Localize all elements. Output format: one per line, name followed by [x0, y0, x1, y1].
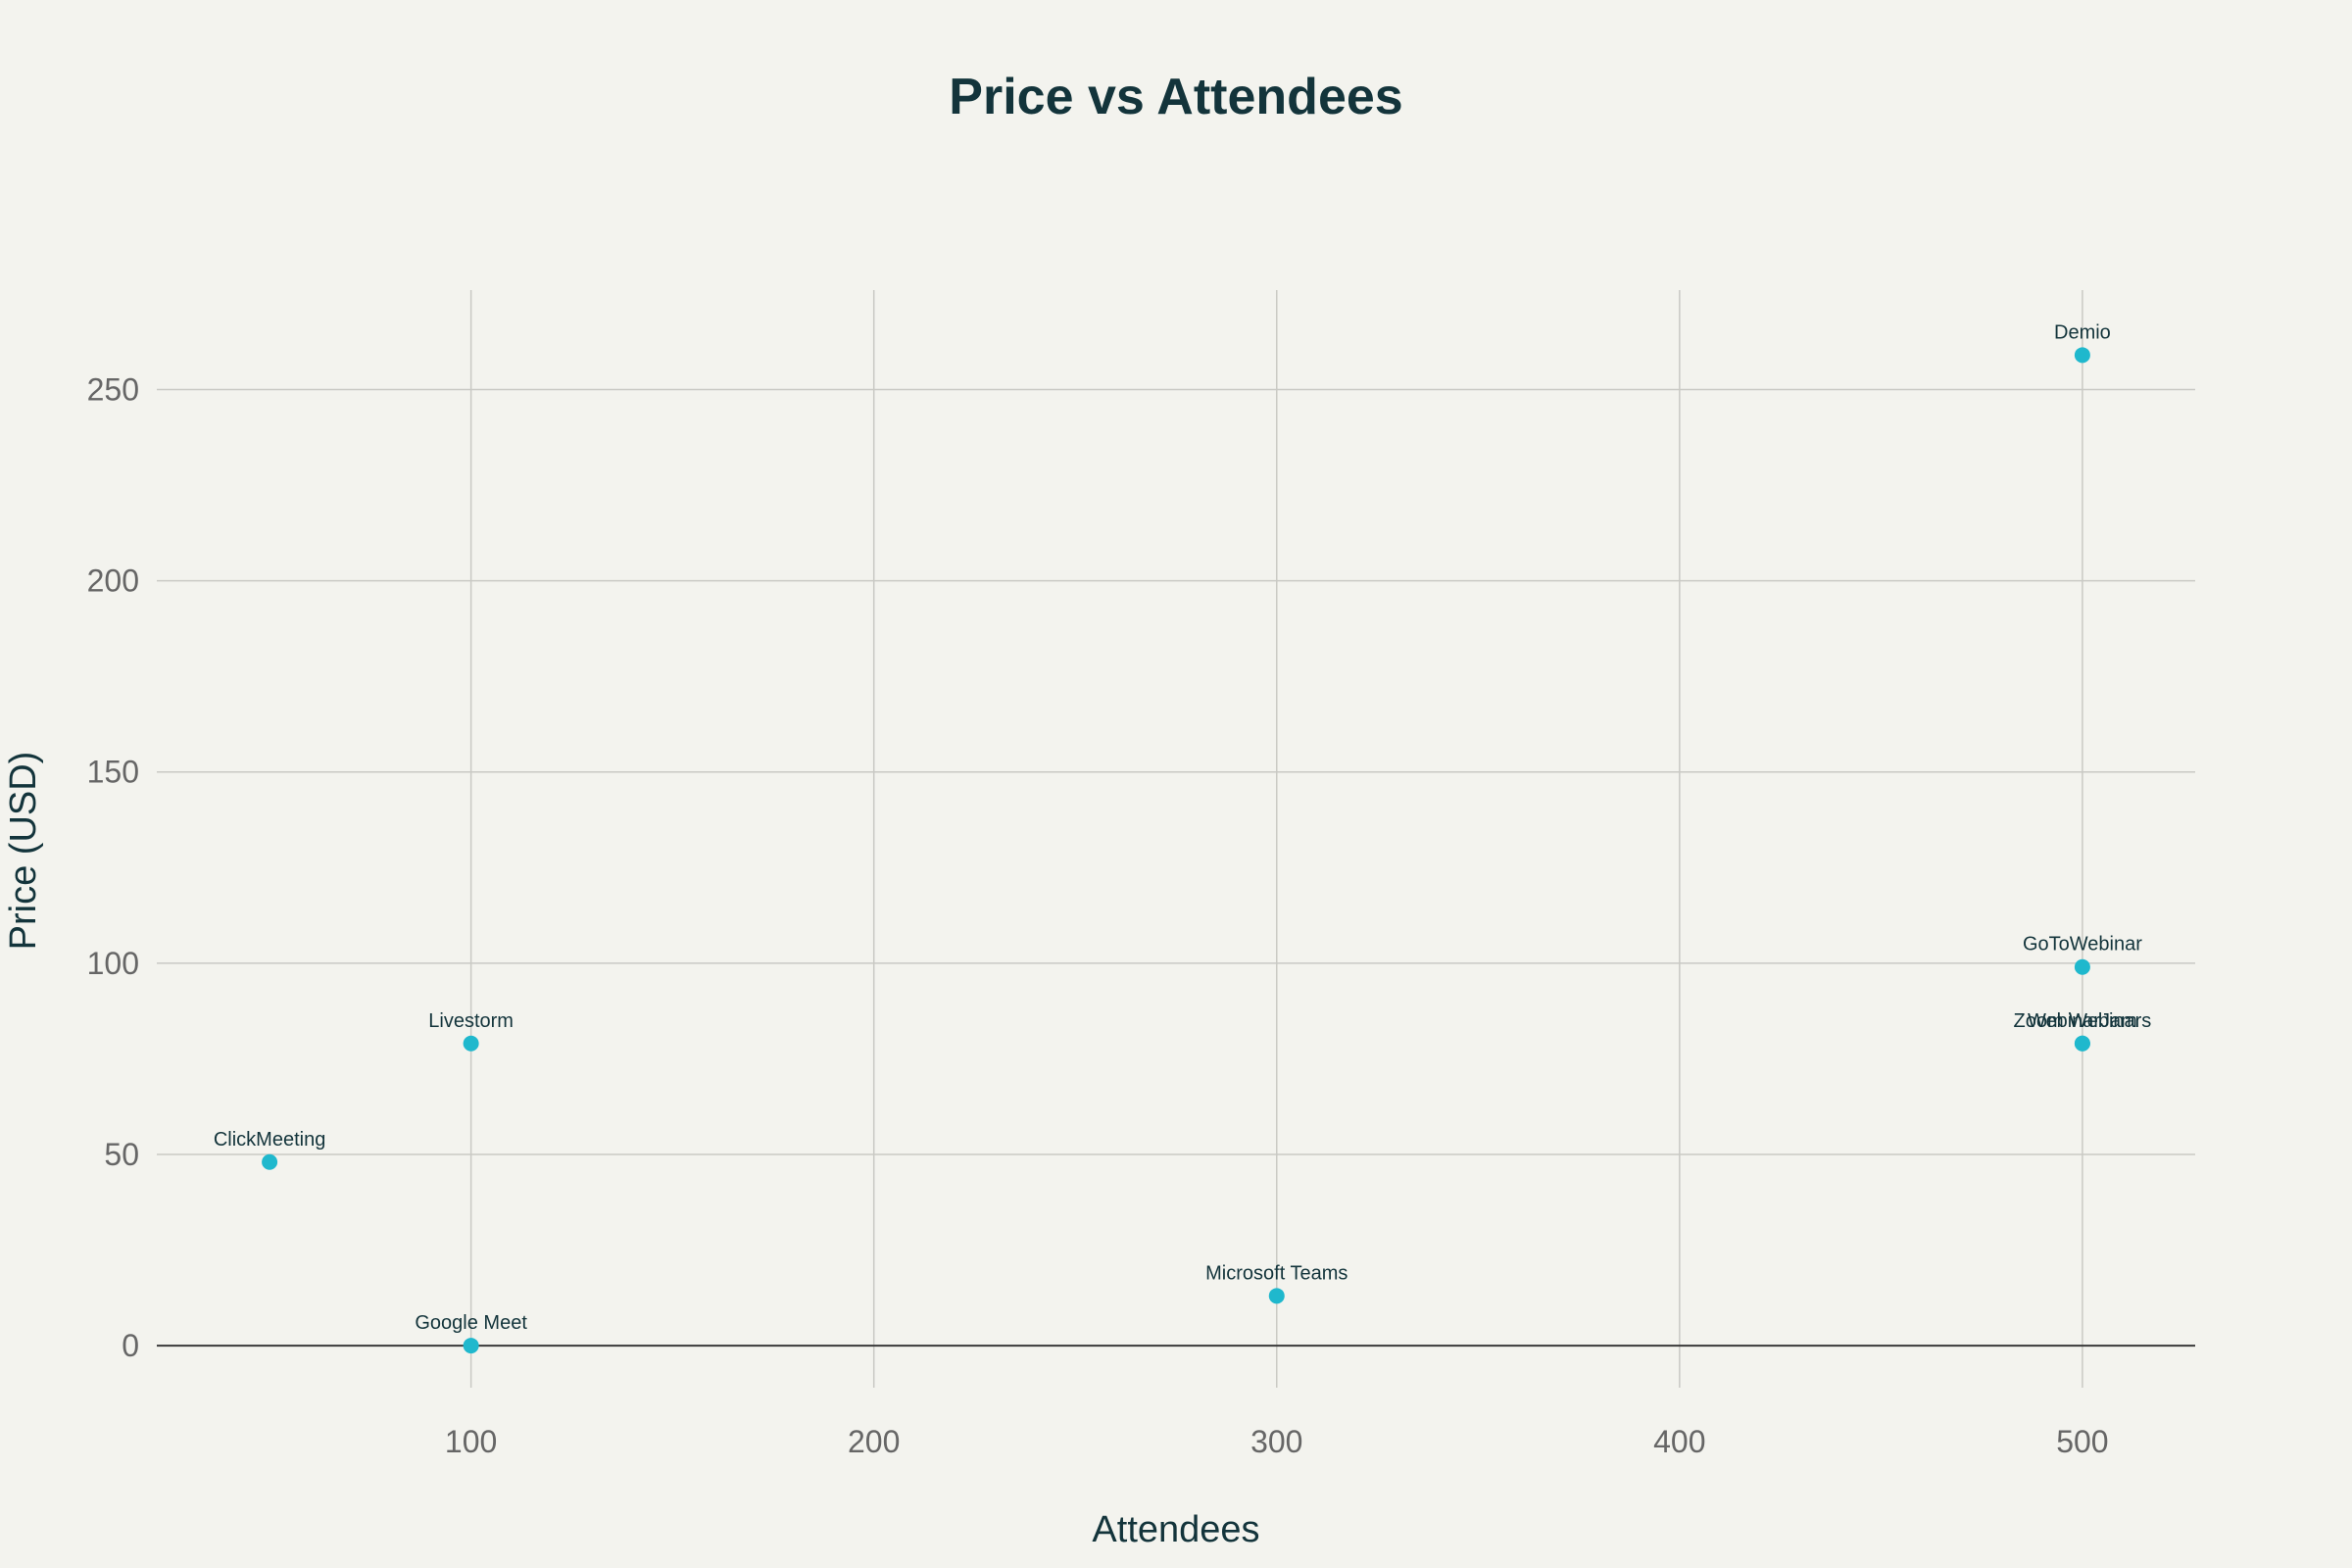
y-tick-label: 250 — [87, 371, 139, 407]
grid-layer — [157, 290, 2195, 1388]
data-label: ClickMeeting — [214, 1129, 325, 1151]
y-tick-label: 200 — [87, 564, 139, 599]
data-label: Demio — [2054, 321, 2111, 343]
data-label: WebinarJam — [2028, 1010, 2137, 1032]
chart-title: Price vs Attendees — [949, 69, 1402, 125]
y-tick-label: 50 — [104, 1137, 139, 1172]
data-point — [463, 1035, 479, 1052]
data-label: Google Meet — [415, 1312, 527, 1334]
data-label: Livestorm — [428, 1010, 514, 1032]
data-point — [262, 1153, 278, 1170]
y-tick-label: 0 — [122, 1328, 139, 1363]
x-axis-title: Attendees — [1092, 1509, 1259, 1550]
y-tick-label: 150 — [87, 755, 139, 790]
data-point — [463, 1338, 479, 1354]
x-tick-label: 100 — [445, 1424, 497, 1459]
data-label: Zoom Webinars — [2014, 1010, 2152, 1032]
data-point — [2074, 1035, 2090, 1052]
x-tick-label: 300 — [1250, 1424, 1302, 1459]
x-tick-label: 400 — [1653, 1424, 1705, 1459]
data-point — [2074, 958, 2090, 975]
data-label: GoToWebinar — [2023, 934, 2142, 956]
data-point — [2074, 347, 2090, 364]
x-tick-label: 200 — [848, 1424, 900, 1459]
x-tick-label: 500 — [2056, 1424, 2108, 1459]
tick-labels: 100 200 300 400 500 0 50 100 150 200 250 — [87, 371, 2109, 1459]
y-axis-title: Price (USD) — [3, 752, 44, 951]
data-point — [1268, 1288, 1285, 1304]
y-tick-label: 100 — [87, 946, 139, 981]
data-label: Microsoft Teams — [1205, 1262, 1348, 1284]
